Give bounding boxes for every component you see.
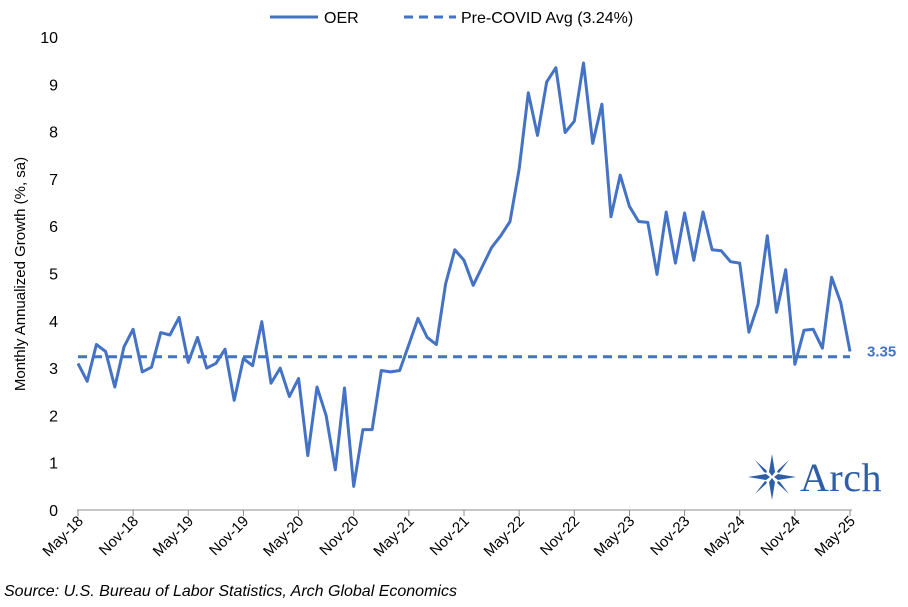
y-tick-label: 10 — [40, 30, 58, 47]
x-ticks: May-18 Nov-18 May-19 Nov-19 May-20 Nov-20 May-… — [39, 513, 858, 560]
arch-logo: Arch — [746, 452, 906, 502]
y-tick-label: 3 — [49, 361, 58, 378]
x-tick-label: Nov-21 — [427, 513, 473, 559]
x-tick-label: May-20 — [260, 513, 307, 560]
x-tick-label: Nov-20 — [316, 513, 362, 559]
legend-avg-label: Pre-COVID Avg (3.24%) — [461, 10, 633, 27]
y-tick-label: 9 — [49, 77, 58, 94]
x-tick-label: Nov-22 — [537, 513, 583, 559]
compass-star-icon — [748, 454, 796, 500]
x-tick-label: May-21 — [370, 513, 417, 560]
x-tick-label: Nov-19 — [206, 513, 252, 559]
x-tick-label: May-19 — [150, 513, 197, 560]
oer-series-line — [76, 61, 852, 488]
legend: OER Pre-COVID Avg (3.24%) — [270, 10, 633, 27]
y-tick-label: 2 — [49, 408, 58, 425]
logo-wordmark: Arch — [800, 455, 882, 500]
y-tick-label: 0 — [49, 503, 58, 520]
y-tick-label: 8 — [49, 125, 58, 142]
y-tick-label: 7 — [49, 172, 58, 189]
legend-oer-label: OER — [324, 10, 359, 27]
x-axis-tick-marks — [77, 510, 851, 516]
x-tick-label: May-22 — [481, 513, 528, 560]
y-ticks: 0 1 2 3 4 5 6 7 8 9 10 — [40, 30, 58, 520]
x-tick-label: May-24 — [701, 513, 748, 560]
x-tick-label: Nov-18 — [96, 513, 142, 559]
x-tick-label: Nov-23 — [647, 513, 693, 559]
y-axis-label: Monthly Annualized Growth (%, sa) — [12, 157, 29, 391]
source-note: Source: U.S. Bureau of Labor Statistics,… — [4, 583, 457, 600]
x-tick-label: May-23 — [591, 513, 638, 560]
end-value-label: 3.35 — [867, 344, 896, 361]
x-tick-label: Nov-24 — [757, 513, 803, 559]
x-tick-label: May-25 — [811, 513, 858, 560]
line-chart: OER Pre-COVID Avg (3.24%) Monthly Annuali… — [12, 10, 896, 560]
y-tick-label: 1 — [49, 456, 58, 473]
y-tick-label: 5 — [49, 267, 58, 284]
x-tick-label: May-18 — [39, 513, 86, 560]
y-tick-label: 6 — [49, 219, 58, 236]
y-tick-label: 4 — [49, 314, 58, 331]
